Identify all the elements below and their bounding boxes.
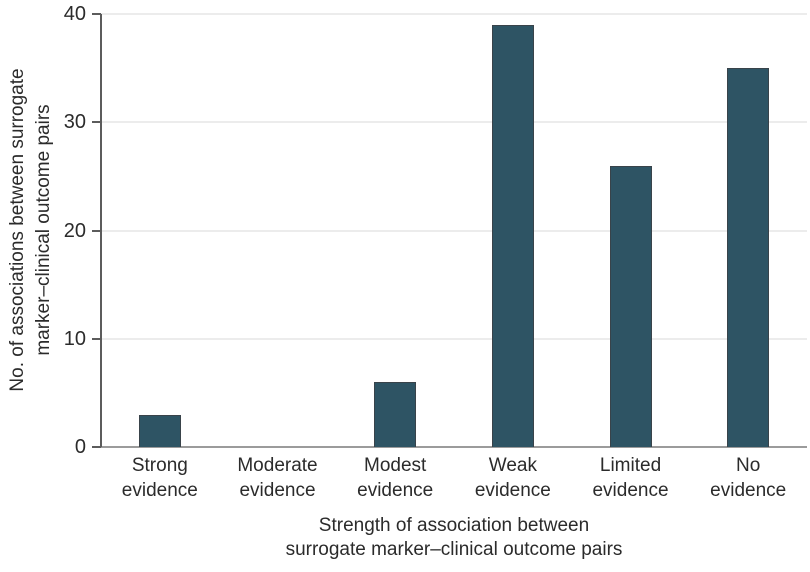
y-tick-label-40: 40: [63, 3, 86, 25]
x-axis-baseline: [101, 446, 807, 448]
x-category-label-moderate-evidence: Moderate evidence: [237, 455, 318, 501]
bar-strong-evidence: [138, 414, 181, 447]
gridline-y-40: [101, 13, 807, 15]
bar-no-evidence: [727, 68, 770, 447]
y-tick-30: [92, 121, 101, 124]
plot-area: [92, 13, 807, 448]
gridline-y-30: [101, 121, 807, 124]
y-axis-tick-labels: 0 10 20 30 40: [0, 4, 86, 457]
y-tick-20: [92, 229, 101, 232]
x-axis-category-labels: Strong evidence Moderate evidence Modest e…: [101, 453, 807, 505]
bar-limited-evidence: [609, 165, 652, 447]
y-tick-0: [92, 446, 101, 448]
y-tick-40: [92, 13, 101, 15]
y-tick-label-30: 30: [63, 111, 86, 134]
x-category-label-weak-evidence: Weak evidence: [474, 455, 551, 501]
y-tick-label-10: 10: [63, 327, 86, 350]
y-tick-label-0: 0: [74, 436, 86, 458]
x-category-label-no-evidence: No evidence: [710, 455, 787, 501]
bar-modest-evidence: [374, 382, 417, 447]
gridline-y-10: [101, 337, 807, 340]
y-tick-10: [92, 337, 101, 340]
x-category-label-strong-evidence: Strong evidence: [121, 455, 198, 501]
y-tick-label-20: 20: [63, 219, 86, 242]
x-category-label-limited-evidence: Limited evidence: [592, 455, 669, 501]
gridline-y-20: [101, 229, 807, 232]
bar-weak-evidence: [491, 24, 534, 447]
x-axis-title: Strength of association between surrogat…: [285, 515, 623, 560]
x-category-label-modest-evidence: Modest evidence: [357, 455, 434, 501]
y-axis-line: [100, 14, 102, 447]
